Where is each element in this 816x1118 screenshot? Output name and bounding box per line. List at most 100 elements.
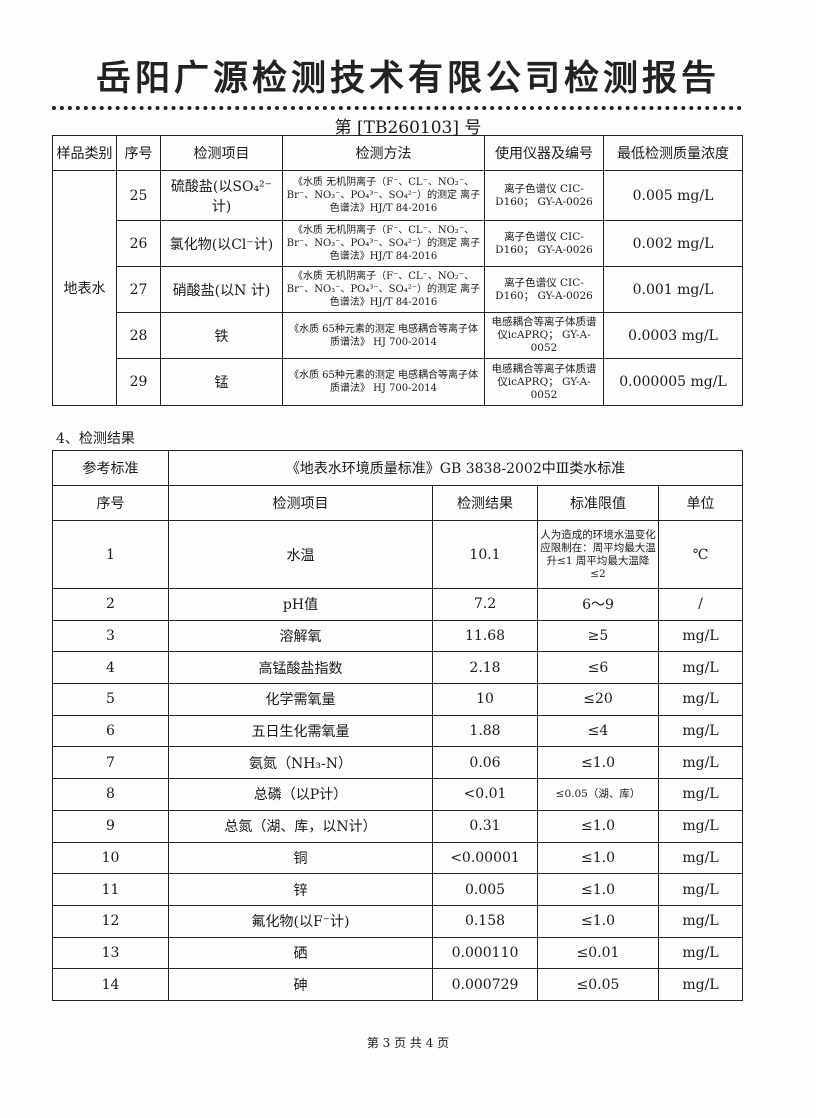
table-row: 3 溶解氧 11.68 ≥5 mg/L bbox=[52, 619, 744, 653]
table-row: 11 锌 0.005 ≤1.0 mg/L bbox=[52, 873, 744, 906]
row-number: 8 bbox=[52, 778, 169, 811]
unit: mg/L bbox=[657, 619, 744, 653]
test-result: 10.1 bbox=[432, 520, 538, 589]
standard-limit: 人为造成的环境水温变化应限制在：周平均最大温升≤1 周平均最大温降≤2 bbox=[537, 520, 659, 589]
standard-limit: ≤6 bbox=[537, 651, 659, 685]
dotted-divider bbox=[52, 106, 742, 110]
test-result: 0.06 bbox=[432, 746, 538, 780]
test-item: 硝酸盐(以N 计) bbox=[160, 266, 283, 313]
row-number: 26 bbox=[116, 220, 161, 267]
table-row: 地表水 25 硫酸盐(以SO₄²⁻计) 《水质 无机阴离子（F⁻、CL⁻、NO₂⁻、B… bbox=[52, 170, 743, 406]
row-number: 28 bbox=[116, 312, 161, 359]
column-header: 检测方法 bbox=[282, 135, 485, 171]
row-number: 4 bbox=[52, 651, 169, 685]
table-row: 29 锰《水质 65种元素的测定 电感耦合等离子体质谱法》 HJ 700-2014… bbox=[53, 358, 743, 406]
reference-standard-row: 参考标准 《地表水环境质量标准》GB 3838-2002中Ⅲ类水标准 bbox=[52, 450, 744, 486]
standard-limit: ≤1.0 bbox=[537, 873, 659, 906]
standard-limit: ≤1.0 bbox=[537, 809, 659, 843]
column-header: 使用仪器及编号 bbox=[484, 135, 604, 171]
row-number: 29 bbox=[116, 358, 161, 406]
test-item: 高锰酸盐指数 bbox=[168, 651, 433, 685]
detection-limit: 0.005 mg/L bbox=[603, 170, 743, 221]
standard-limit: ≤0.05 bbox=[537, 968, 659, 1001]
unit: mg/L bbox=[657, 968, 744, 1001]
column-header: 最低检测质量浓度 bbox=[603, 135, 743, 171]
test-result: 0.000110 bbox=[432, 936, 538, 970]
unit: mg/L bbox=[657, 778, 744, 811]
test-result: 11.68 bbox=[432, 619, 538, 653]
row-number: 27 bbox=[116, 266, 161, 313]
test-result: 0.000729 bbox=[432, 968, 538, 1001]
standard-limit: ≤0.05（湖、库） bbox=[537, 778, 659, 811]
column-header: 标准限值 bbox=[537, 485, 659, 521]
test-result: <0.00001 bbox=[432, 841, 538, 875]
table-row: 2 pH值 7.2 6～9/ bbox=[52, 588, 744, 621]
test-result: 7.2 bbox=[432, 588, 538, 621]
instrument: 电感耦合等离子体质谱仪icAPRQ； GY-A-0052 bbox=[484, 358, 604, 406]
instrument: 电感耦合等离子体质谱仪icAPRQ； GY-A-0052 bbox=[484, 312, 604, 359]
row-number: 6 bbox=[52, 714, 169, 748]
test-result: 0.005 bbox=[432, 873, 538, 906]
unit: mg/L bbox=[657, 841, 744, 875]
detection-limit: 0.001 mg/L bbox=[603, 266, 743, 313]
test-method: 《水质 65种元素的测定 电感耦合等离子体质谱法》 HJ 700-2014 bbox=[282, 358, 485, 406]
test-item: 砷 bbox=[168, 968, 433, 1001]
test-result: 1.88 bbox=[432, 714, 538, 748]
test-item: 水温 bbox=[168, 520, 433, 589]
reference-standard-label: 参考标准 bbox=[52, 450, 169, 486]
unit: mg/L bbox=[657, 714, 744, 748]
test-method: 《水质 无机阴离子（F⁻、CL⁻、NO₂⁻、Br⁻、NO₃⁻、PO₄³⁻、SO₄… bbox=[282, 266, 485, 313]
test-result: 10 bbox=[432, 683, 538, 716]
instrument: 离子色谱仪 CIC-D160； GY-A-0026 bbox=[484, 266, 604, 313]
table-row: 10 铜 <0.00001 ≤1.0 mg/L bbox=[52, 841, 744, 875]
unit: mg/L bbox=[657, 651, 744, 685]
row-number: 10 bbox=[52, 841, 169, 875]
column-header: 序号 bbox=[116, 135, 161, 171]
test-item: 总磷（以P计） bbox=[168, 778, 433, 811]
table-row: 26 氯化物(以Cl⁻计) 《水质 无机阴离子（F⁻、CL⁻、NO₂⁻、Br⁻、NO… bbox=[53, 220, 743, 267]
unit: mg/L bbox=[657, 904, 744, 938]
table-row: 4 高锰酸盐指数 2.18 ≤6 mg/L bbox=[52, 651, 744, 685]
table-row: 9 总氮（湖、库，以N计） 0.31 ≤1.0 mg/L bbox=[52, 809, 744, 843]
test-item: 锌 bbox=[168, 873, 433, 906]
column-header: 样品类别 bbox=[52, 135, 117, 171]
table-row: 6 五日生化需氧量 1.88 ≤4 mg/L bbox=[52, 714, 744, 748]
sample-type-cell: 地表水 bbox=[52, 170, 117, 406]
test-result: 0.31 bbox=[432, 809, 538, 843]
table-row: 27 硝酸盐(以N 计) 《水质 无机阴离子（F⁻、CL⁻、NO₂⁻、Br⁻、NO₃… bbox=[53, 266, 743, 313]
test-item: 硫酸盐(以SO₄²⁻计) bbox=[160, 170, 283, 221]
unit: mg/L bbox=[657, 873, 744, 906]
column-header: 检测项目 bbox=[168, 485, 433, 521]
row-number: 14 bbox=[52, 968, 169, 1001]
results-table: 参考标准 《地表水环境质量标准》GB 3838-2002中Ⅲ类水标准 序号 检测项… bbox=[52, 450, 744, 1001]
standard-limit: ≤20 bbox=[537, 683, 659, 716]
row-number: 7 bbox=[52, 746, 169, 780]
row-number: 2 bbox=[52, 588, 169, 621]
instrument: 离子色谱仪 CIC-D160； GY-A-0026 bbox=[484, 170, 604, 221]
table-row: 7 氨氮（NH₃-N） 0.06 ≤1.0 mg/L bbox=[52, 746, 744, 780]
table-row: 8 总磷（以P计） <0.01 ≤0.05（湖、库） mg/L bbox=[52, 778, 744, 811]
unit: ℃ bbox=[657, 520, 744, 589]
column-header: 检测项目 bbox=[160, 135, 283, 171]
unit: / bbox=[657, 588, 744, 621]
test-item: 化学需氧量 bbox=[168, 683, 433, 716]
method-table: 样品类别 序号 检测项目 检测方法 使用仪器及编号 最低检测质量浓度 地表水 25 硫酸盐(以… bbox=[52, 135, 743, 406]
detection-limit: 0.0003 mg/L bbox=[603, 312, 743, 359]
test-item: 总氮（湖、库，以N计） bbox=[168, 809, 433, 843]
standard-limit: ≥5 bbox=[537, 619, 659, 653]
table-row: 1 水温 10.1 人为造成的环境水温变化应限制在：周平均最大温升≤1 周平均最大温降… bbox=[52, 520, 744, 589]
table-row: 13 硒 0.000110 ≤0.01 mg/L bbox=[52, 936, 744, 970]
standard-limit: 6～9 bbox=[537, 588, 659, 621]
row-number: 9 bbox=[52, 809, 169, 843]
row-number: 12 bbox=[52, 904, 169, 938]
column-header: 序号 bbox=[52, 485, 169, 521]
table-row: 5 化学需氧量 10 ≤20 mg/L bbox=[52, 683, 744, 716]
row-number: 5 bbox=[52, 683, 169, 716]
test-item: 氯化物(以Cl⁻计) bbox=[160, 220, 283, 267]
reference-standard-value: 《地表水环境质量标准》GB 3838-2002中Ⅲ类水标准 bbox=[167, 450, 744, 486]
test-item: 铁 bbox=[160, 312, 283, 359]
test-item: pH值 bbox=[168, 588, 433, 621]
section-title: 4、检测结果 bbox=[56, 431, 135, 447]
table-row: 28 铁《水质 65种元素的测定 电感耦合等离子体质谱法》 HJ 700-2014… bbox=[53, 312, 743, 359]
